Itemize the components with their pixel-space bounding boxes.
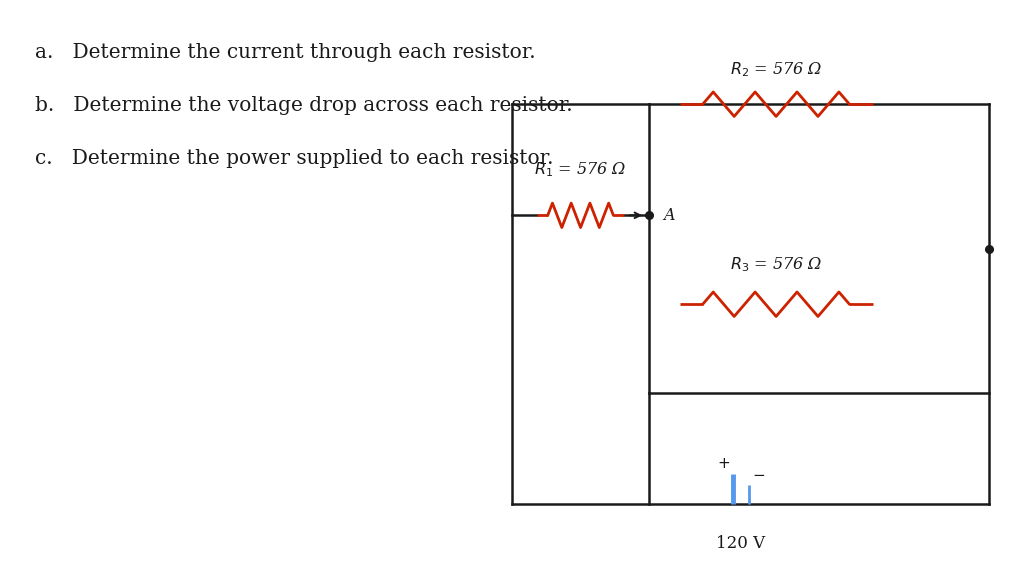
Text: b.   Determine the voltage drop across each resistor.: b. Determine the voltage drop across eac… [35, 96, 572, 115]
Text: $R_3$ = 576 Ω: $R_3$ = 576 Ω [730, 255, 822, 274]
Text: +: + [717, 456, 730, 471]
Text: 120 V: 120 V [717, 535, 766, 552]
Text: $R_2$ = 576 Ω: $R_2$ = 576 Ω [730, 60, 822, 79]
Text: a.   Determine the current through each resistor.: a. Determine the current through each re… [35, 43, 536, 62]
Text: $R_1$ = 576 Ω: $R_1$ = 576 Ω [535, 161, 627, 179]
Text: A: A [664, 207, 675, 224]
Text: −: − [753, 468, 765, 483]
Text: c.   Determine the power supplied to each resistor.: c. Determine the power supplied to each … [35, 149, 553, 168]
